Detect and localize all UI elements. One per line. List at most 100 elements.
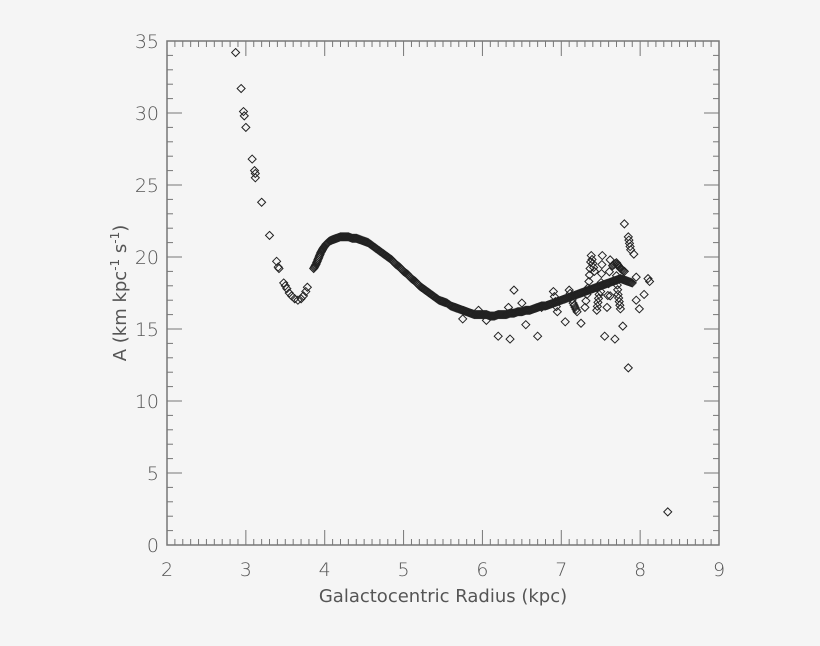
diamond-marker <box>612 285 623 295</box>
diamond-marker <box>618 265 629 276</box>
x-tick-label: 7 <box>555 559 567 581</box>
diamond-marker <box>631 295 641 305</box>
diamond-marker <box>576 318 586 328</box>
diamond-marker <box>639 289 649 300</box>
diamond-marker <box>548 286 559 297</box>
diamond-marker <box>468 309 479 319</box>
diamond-marker <box>550 296 561 307</box>
x-tick-label: 5 <box>398 559 410 581</box>
diamond-marker <box>293 295 303 305</box>
y-tick-label: 35 <box>135 31 159 53</box>
x-axis-title: Galactocentric Radius (kpc) <box>319 586 567 607</box>
diamond-marker <box>290 294 300 304</box>
diamond-marker <box>521 319 531 330</box>
y-axis-title: A (km kpc-1 s-1) <box>108 225 131 362</box>
diamond-marker <box>302 282 313 292</box>
diamond-marker <box>596 268 607 279</box>
y-tick-label: 30 <box>135 103 159 125</box>
diamond-marker <box>634 304 645 314</box>
diamond-marker <box>317 244 328 255</box>
diamond-marker <box>580 302 590 313</box>
diamond-marker <box>614 296 624 307</box>
diamond-marker <box>605 291 615 301</box>
diamond-marker <box>586 250 596 261</box>
y-tick-label: 20 <box>135 247 159 269</box>
diamond-marker <box>597 259 607 270</box>
diamond-marker <box>509 285 519 295</box>
diamond-marker <box>629 249 639 259</box>
diamond-marker <box>473 305 484 315</box>
diamond-marker <box>592 301 603 312</box>
diamond-marker <box>250 173 261 183</box>
diamond-marker <box>551 301 562 312</box>
diamond-marker <box>619 219 630 229</box>
diamond-marker <box>626 277 636 288</box>
diamond-marker <box>250 168 261 179</box>
diamond-marker <box>264 230 275 241</box>
diamond-marker <box>571 304 581 315</box>
y-axis-title-sup2: -1 <box>108 232 122 244</box>
y-tick-labels: 0 5 10 15 20 25 30 35 <box>135 31 159 557</box>
x-tick-label: 8 <box>634 559 646 581</box>
diamond-marker <box>239 111 249 121</box>
y-axis-title-main: A (km kpc <box>110 271 131 361</box>
axis-ticks <box>166 40 720 546</box>
diamond-marker <box>596 277 606 288</box>
diamond-marker <box>238 106 249 117</box>
diamond-marker <box>346 233 357 243</box>
y-axis-title-sup1: -1 <box>108 259 122 271</box>
diamond-marker <box>587 254 597 265</box>
diamond-marker <box>532 331 543 341</box>
diamond-marker <box>618 321 628 331</box>
y-tick-label: 10 <box>135 391 159 413</box>
diamond-marker <box>612 280 622 290</box>
diamond-marker <box>274 263 284 274</box>
diamond-marker <box>476 309 487 320</box>
diamond-marker <box>560 317 570 327</box>
diamond-marker <box>247 154 257 164</box>
y-tick-label: 25 <box>135 175 159 197</box>
diamond-marker <box>549 291 560 302</box>
diamond-marker <box>643 273 653 284</box>
diamond-marker <box>569 300 579 310</box>
diamond-marker <box>599 331 610 341</box>
diamond-marker <box>602 302 612 313</box>
diamond-marker <box>588 258 598 269</box>
diamond-marker <box>604 267 615 277</box>
diamond-marker <box>663 507 673 517</box>
diamond-marker <box>280 281 290 291</box>
diamond-marker <box>236 83 246 94</box>
diamond-marker <box>588 262 599 273</box>
y-axis-title-mid: s <box>110 244 131 259</box>
diamond-marker <box>623 363 634 373</box>
diamond-marker <box>597 250 607 261</box>
diamond-marker <box>593 297 603 308</box>
diamond-marker <box>583 283 593 293</box>
diamond-marker <box>517 298 527 308</box>
diamond-marker <box>338 232 349 242</box>
diamond-marker <box>615 300 625 310</box>
diamond-marker <box>603 278 614 289</box>
y-tick-label: 5 <box>147 463 159 485</box>
diamond-marker <box>610 334 620 344</box>
diamond-marker <box>493 331 503 341</box>
diamond-marker <box>256 197 267 207</box>
diamond-marker <box>603 290 613 301</box>
x-tick-label: 2 <box>161 559 173 581</box>
diamond-marker <box>581 296 591 306</box>
diamond-marker <box>282 283 292 294</box>
diamond-marker <box>505 334 515 344</box>
y-axis-title-end: ) <box>110 225 131 232</box>
x-tick-label: 4 <box>319 559 331 581</box>
y-tick-label: 0 <box>147 535 159 557</box>
x-tick-labels: 2 3 4 5 6 7 8 9 <box>161 559 725 581</box>
diamond-marker <box>594 289 604 300</box>
diamond-marker <box>584 270 595 280</box>
diamond-marker <box>241 122 251 133</box>
diamond-marker <box>644 276 655 287</box>
x-tick-label: 9 <box>713 559 725 581</box>
diamond-marker <box>230 47 241 58</box>
diamond-marker <box>625 241 635 252</box>
diamond-marker <box>570 302 580 313</box>
